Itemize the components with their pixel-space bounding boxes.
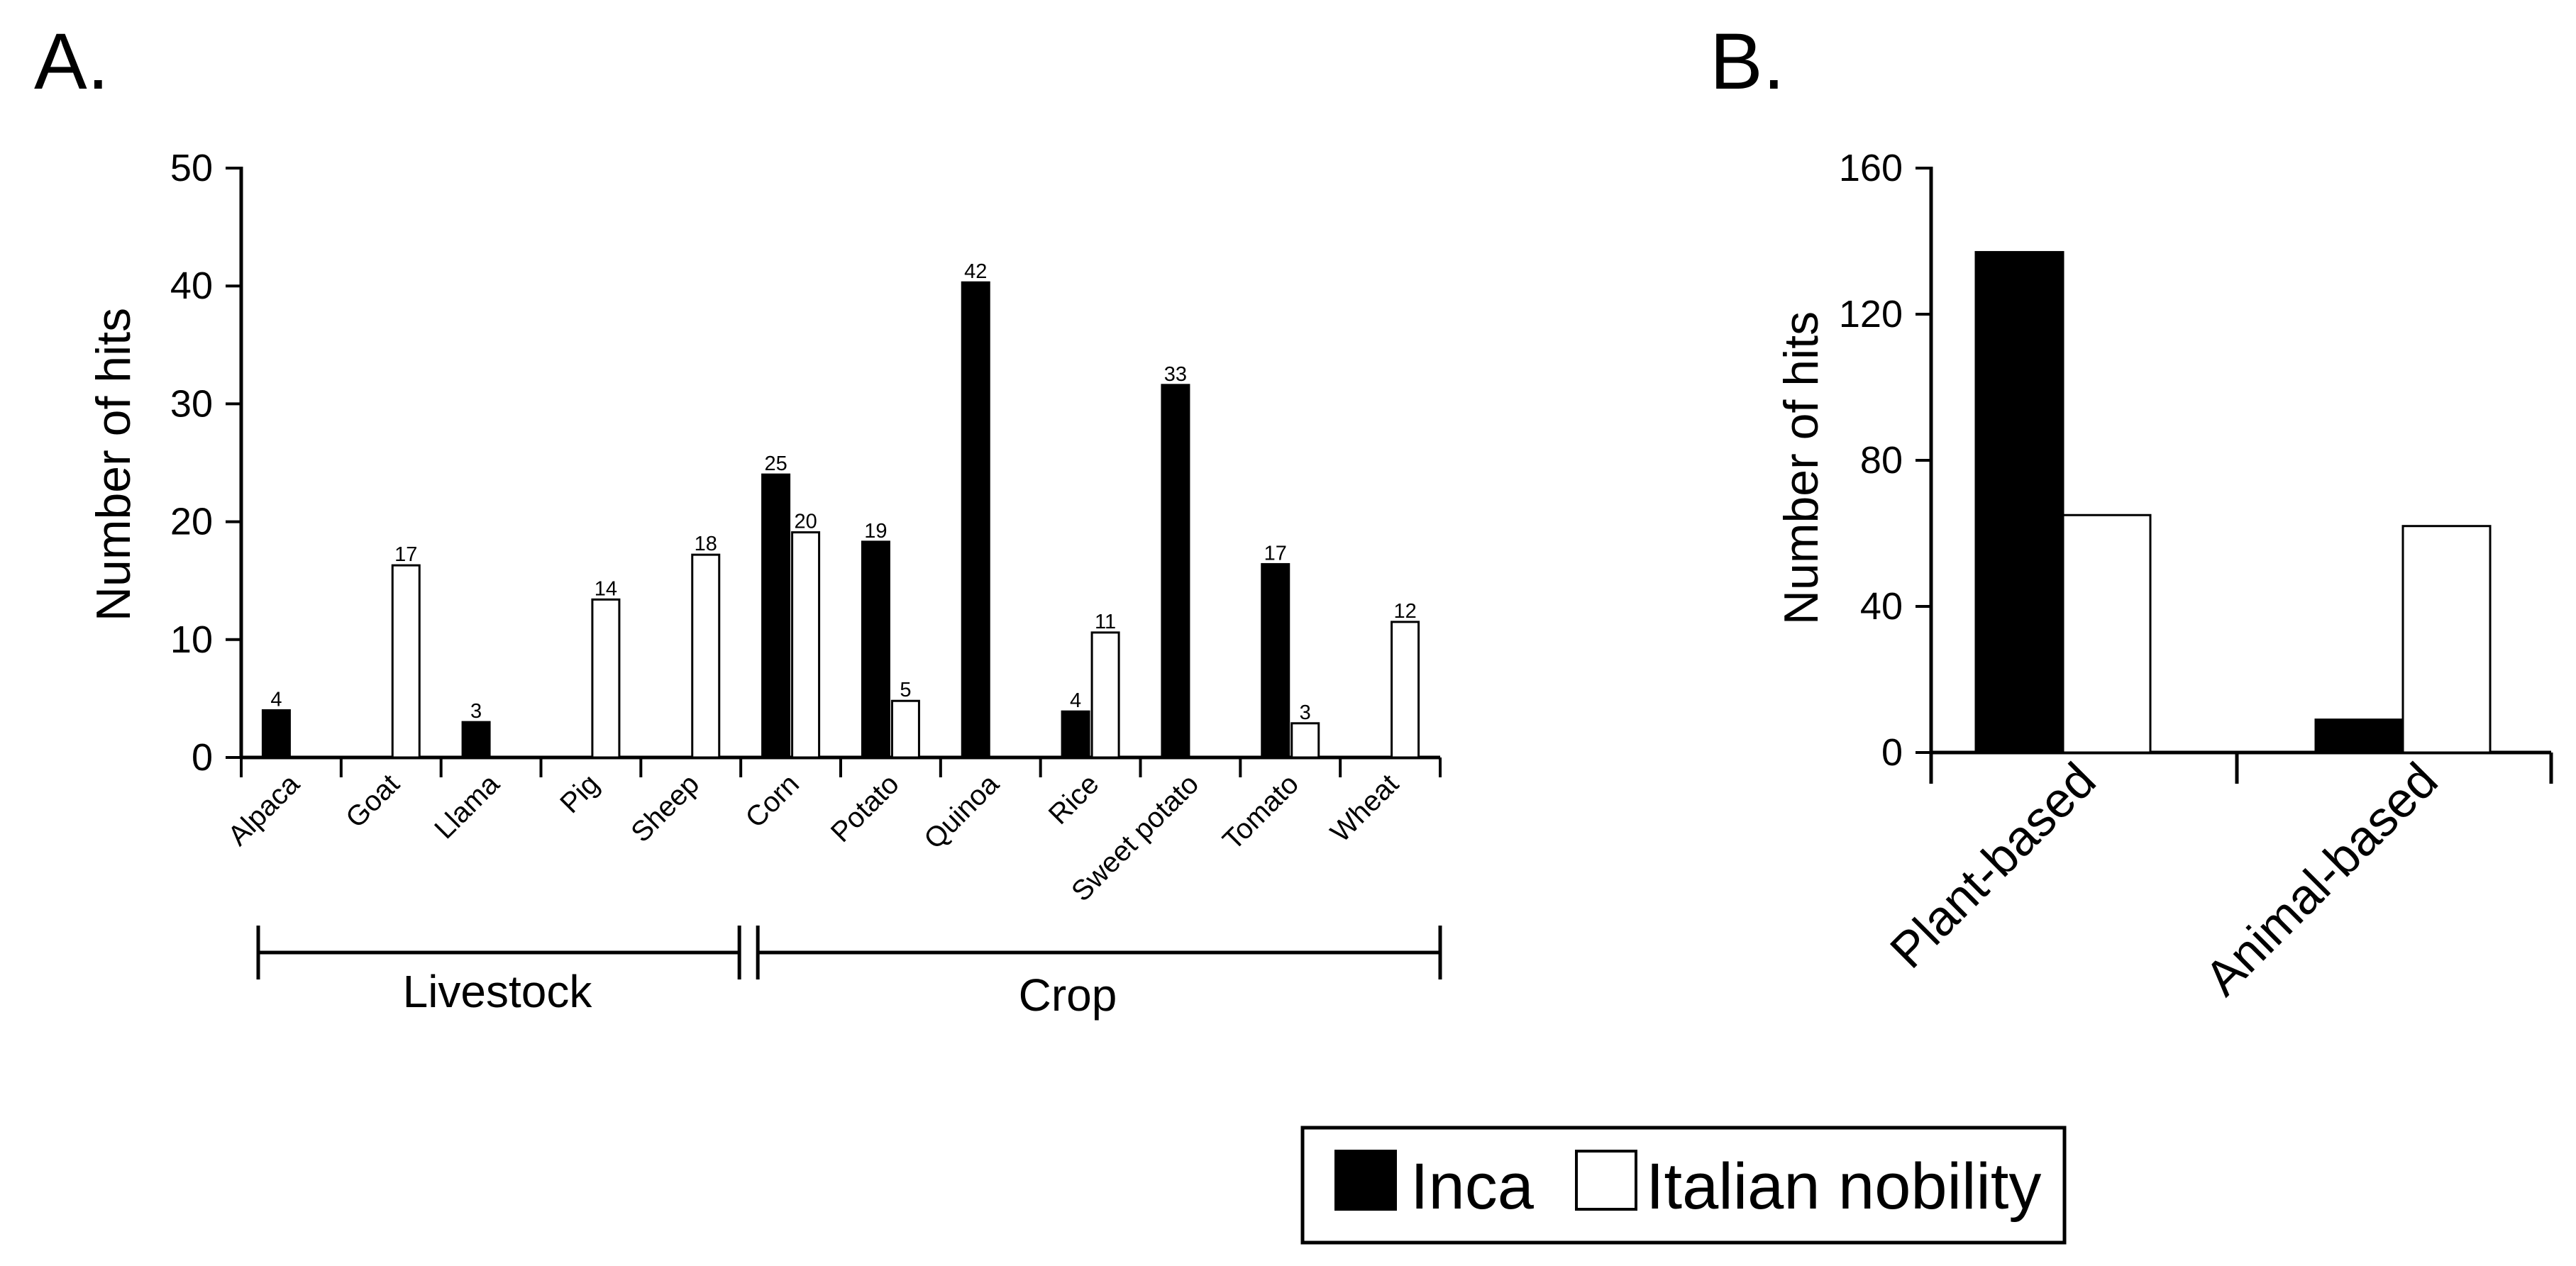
panel-a-axes bbox=[239, 167, 1442, 777]
bar-inca-alpaca bbox=[261, 709, 291, 759]
data-label-inca-corn: 25 bbox=[764, 452, 787, 475]
legend-swatch-italian-nobility bbox=[1575, 1150, 1637, 1211]
panel-a-y-tick-label: 30 bbox=[170, 382, 213, 425]
bar-italian-nobility-pig bbox=[591, 598, 621, 759]
panel-a-chart: A. Number of hits 0 10 20 30 40 50 4 17 3 14 18 25… bbox=[34, 17, 1442, 1021]
data-label-italian-nobility-rice: 11 bbox=[1095, 611, 1116, 633]
panel-a-x-tick-llama: Llama bbox=[429, 768, 506, 845]
panel-b-x-tick-animal-based: Animal-based bbox=[2194, 752, 2448, 1006]
panel-a-y-ticks: 0 10 20 30 40 50 bbox=[170, 147, 241, 779]
data-label-inca-sweet-potato: 33 bbox=[1164, 363, 1187, 386]
bar-italian-nobility-wheat bbox=[1391, 621, 1420, 759]
legend-box bbox=[1300, 1126, 2067, 1245]
legend-label-italian-nobility: Italian nobility bbox=[1646, 1150, 2041, 1223]
bar-b-italian-nobility-plant-based bbox=[2062, 513, 2152, 754]
data-label-italian-nobility-wheat: 12 bbox=[1393, 600, 1416, 623]
bar-italian-nobility-rice bbox=[1090, 631, 1120, 759]
data-label-inca-alpaca: 4 bbox=[270, 689, 282, 711]
panel-b-y-axis-title: Number of hits bbox=[1774, 311, 1828, 625]
panel-a-x-tick-potato: Potato bbox=[825, 768, 905, 848]
data-label-inca-tomato: 17 bbox=[1264, 542, 1287, 565]
panel-b-chart: B. Number of hits 0 40 80 120 160 Plant-base… bbox=[1710, 17, 2553, 1006]
panel-a-y-tick-label: 10 bbox=[170, 618, 213, 661]
panel-a-data-labels: 4 17 3 14 18 25 20 19 5 42 4 11 33 17 3 12 bbox=[270, 260, 1416, 724]
bar-inca-potato bbox=[861, 540, 890, 759]
bar-italian-nobility-potato bbox=[890, 699, 920, 759]
bar-inca-tomato bbox=[1261, 562, 1290, 759]
panel-a-x-tick-corn: Corn bbox=[740, 768, 805, 833]
bar-inca-llama bbox=[461, 721, 491, 759]
panel-b-y-tick-label: 40 bbox=[1860, 585, 1903, 628]
panel-b-y-tick-label: 0 bbox=[1881, 731, 1903, 774]
legend-label-inca: Inca bbox=[1410, 1150, 1535, 1223]
panel-a-y-tick-label: 0 bbox=[192, 736, 213, 779]
panel-a-y-tick-label: 20 bbox=[170, 501, 213, 543]
panel-a-x-tick-pig: Pig bbox=[554, 768, 605, 819]
panel-a-y-tick-label: 40 bbox=[170, 265, 213, 307]
bar-b-italian-nobility-animal-based bbox=[2401, 525, 2492, 754]
panel-a-x-tick-labels: Alpaca Goat Llama Pig Sheep Corn Potato Quinoa R… bbox=[222, 768, 1405, 908]
panel-a-x-tick-wheat: Wheat bbox=[1325, 768, 1405, 848]
data-label-italian-nobility-corn: 20 bbox=[794, 511, 817, 533]
data-label-inca-quinoa: 42 bbox=[964, 260, 987, 283]
data-label-italian-nobility-pig: 14 bbox=[595, 577, 617, 600]
group-label-livestock: Livestock bbox=[403, 966, 593, 1017]
data-label-italian-nobility-tomato: 3 bbox=[1300, 701, 1311, 724]
bar-inca-corn bbox=[761, 473, 791, 759]
panel-b-y-tick-label: 120 bbox=[1839, 293, 1903, 335]
data-label-inca-potato: 19 bbox=[864, 520, 887, 543]
panel-a-y-tick-label: 50 bbox=[170, 147, 213, 189]
panel-a-y-axis-title: Number of hits bbox=[87, 308, 140, 621]
panel-a-x-tick-goat: Goat bbox=[340, 768, 405, 833]
panel-a-x-tick-rice: Rice bbox=[1043, 768, 1105, 831]
panel-b-y-tick-label: 160 bbox=[1839, 147, 1903, 189]
panel-a-x-tick-quinoa: Quinoa bbox=[918, 768, 1005, 855]
panel-b-label: B. bbox=[1710, 17, 1785, 106]
data-label-inca-rice: 4 bbox=[1070, 689, 1081, 712]
legend-swatch-inca bbox=[1334, 1150, 1397, 1211]
bar-italian-nobility-sheep bbox=[691, 553, 721, 759]
bar-inca-sweet-potato bbox=[1161, 384, 1190, 759]
legend: Inca Italian nobility bbox=[1300, 1126, 2067, 1245]
bar-b-inca-plant-based bbox=[1974, 250, 2064, 754]
panel-a-x-tick-alpaca: Alpaca bbox=[222, 768, 306, 852]
panel-a-label: A. bbox=[34, 17, 109, 106]
panel-a-bars bbox=[261, 281, 1420, 759]
panel-a-category-groups: Livestock Crop bbox=[256, 926, 1442, 1021]
panel-b-y-tick-label: 80 bbox=[1860, 439, 1903, 482]
data-label-italian-nobility-potato: 5 bbox=[900, 679, 911, 701]
group-label-crop: Crop bbox=[1019, 970, 1117, 1021]
bar-italian-nobility-goat bbox=[391, 564, 421, 759]
panel-b-x-tick-plant-based: Plant-based bbox=[1879, 752, 2106, 978]
data-label-italian-nobility-sheep: 18 bbox=[695, 533, 717, 555]
bar-inca-rice bbox=[1061, 710, 1090, 759]
panel-b-bars bbox=[1974, 250, 2492, 754]
data-label-inca-llama: 3 bbox=[470, 700, 482, 723]
panel-b-y-ticks: 0 40 80 120 160 bbox=[1839, 147, 1931, 774]
panel-a-x-tick-sheep: Sheep bbox=[625, 768, 705, 848]
bar-inca-quinoa bbox=[961, 281, 990, 759]
bar-italian-nobility-corn bbox=[791, 531, 821, 759]
panel-a-x-tick-tomato: Tomato bbox=[1217, 768, 1305, 856]
data-label-italian-nobility-goat: 17 bbox=[394, 543, 417, 566]
bar-b-inca-animal-based bbox=[2314, 718, 2404, 754]
bar-italian-nobility-tomato bbox=[1290, 722, 1320, 759]
